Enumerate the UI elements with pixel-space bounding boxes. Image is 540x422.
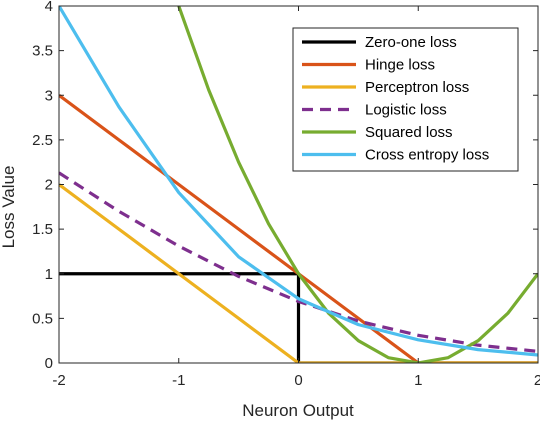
- y-tick-label: 1.5: [32, 221, 53, 238]
- legend-label-logistic-loss: Logistic loss: [365, 102, 447, 119]
- legend-label-perceptron-loss: Perceptron loss: [365, 79, 469, 96]
- y-tick-label: 3: [45, 87, 53, 104]
- legend-label-hinge-loss: Hinge loss: [365, 57, 435, 74]
- x-tick-label: 0: [294, 372, 302, 389]
- x-tick-label: -1: [172, 372, 185, 389]
- x-axis-label: Neuron Output: [242, 401, 354, 420]
- y-tick-label: 4: [45, 0, 53, 15]
- y-tick-label: 3.5: [32, 43, 53, 60]
- y-axis-label: Loss Value: [0, 166, 18, 249]
- legend-box: [292, 27, 519, 172]
- series-line-squared-loss: [177, 6, 538, 363]
- series-line-zero-one-loss: [59, 272, 538, 363]
- series-line-logistic-loss: [59, 171, 538, 353]
- axes: -2 -1 0 1 2 0 0.5 1 1.5 2 2.5 3 3.5 4: [32, 0, 540, 389]
- y-tick-label: 2: [45, 177, 53, 194]
- series-line-cross-entropy-loss: [59, 6, 538, 357]
- legend-label-squared-loss: Squared loss: [365, 124, 453, 141]
- series-line-perceptron-loss: [59, 183, 538, 363]
- x-tick-label: 1: [414, 372, 422, 389]
- x-tick-label: -2: [52, 372, 65, 389]
- y-tick-label: 0.5: [32, 310, 53, 327]
- y-tick-label: 1: [45, 266, 53, 283]
- legend: Zero-one loss Hinge loss Perceptron loss Lo…: [292, 27, 519, 172]
- y-tick-label: 0: [45, 355, 53, 372]
- x-tick-label: 2: [534, 372, 540, 389]
- legend-label-cross-entropy-loss: Cross entropy loss: [365, 147, 489, 164]
- legend-label-zero-one-loss: Zero-one loss: [365, 34, 457, 51]
- y-tick-label: 2.5: [32, 132, 53, 149]
- plot-area: [59, 6, 538, 363]
